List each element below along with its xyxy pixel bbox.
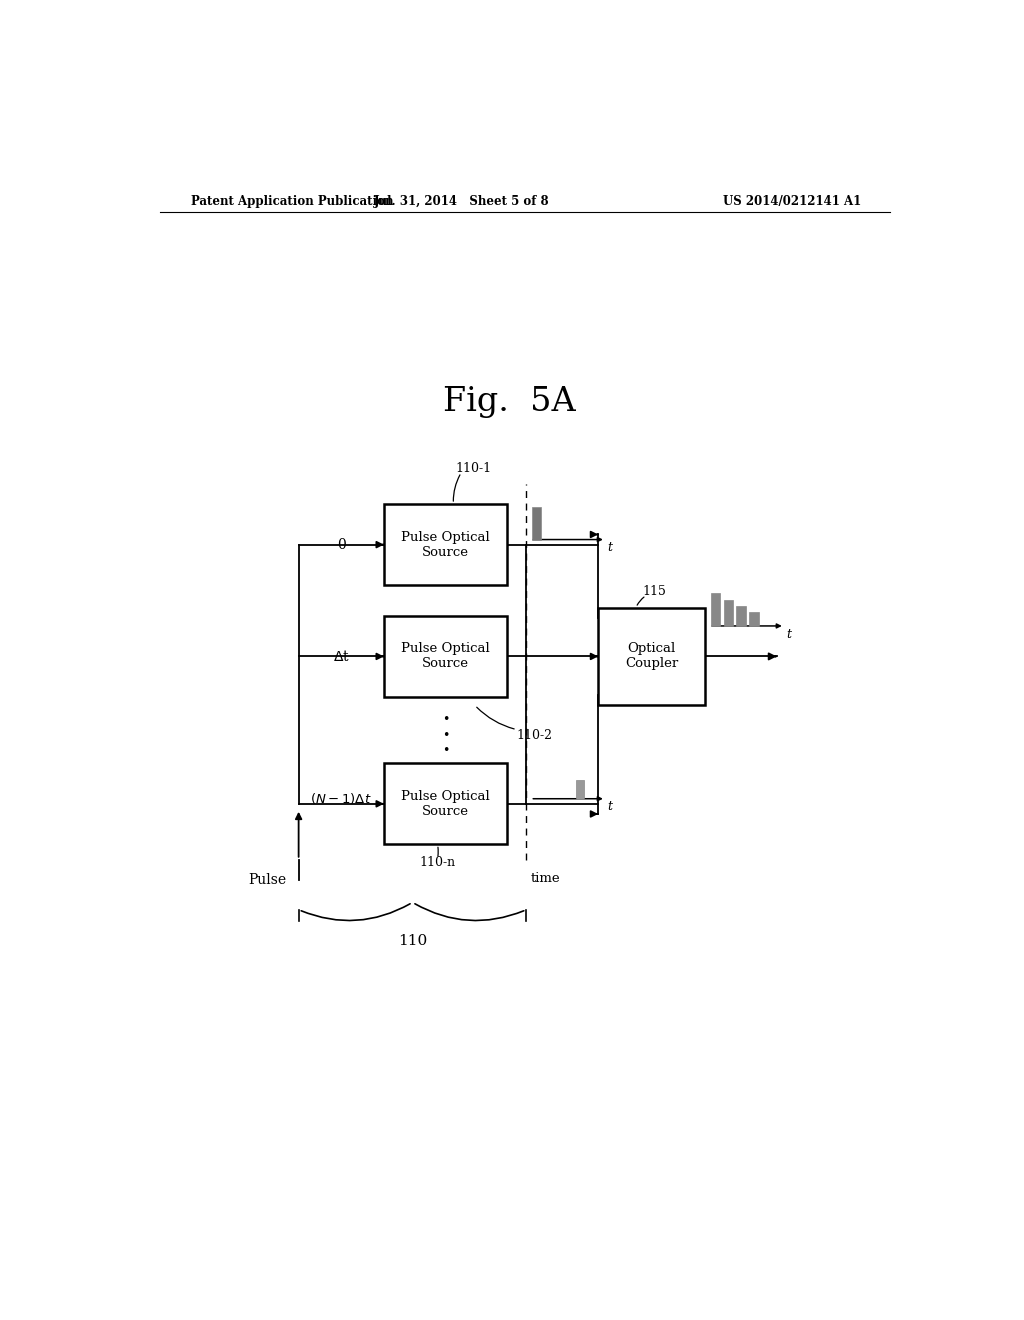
Bar: [577, 780, 585, 799]
Text: Pulse Optical
Source: Pulse Optical Source: [401, 789, 489, 818]
Text: Pulse Optical
Source: Pulse Optical Source: [401, 643, 489, 671]
Text: Optical
Coupler: Optical Coupler: [625, 643, 679, 671]
Bar: [736, 606, 745, 626]
Text: t: t: [607, 541, 612, 554]
Text: US 2014/0212141 A1: US 2014/0212141 A1: [723, 194, 861, 207]
FancyBboxPatch shape: [384, 504, 507, 585]
Text: 110-n: 110-n: [420, 857, 456, 870]
Text: •: •: [441, 744, 450, 756]
Text: 110-1: 110-1: [455, 462, 492, 475]
FancyBboxPatch shape: [598, 609, 706, 705]
FancyBboxPatch shape: [384, 615, 507, 697]
Text: Pulse Optical
Source: Pulse Optical Source: [401, 531, 489, 558]
Text: 110-2: 110-2: [517, 729, 553, 742]
Text: t: t: [786, 627, 792, 640]
Bar: [724, 599, 733, 626]
Text: Fig.  5A: Fig. 5A: [442, 387, 575, 418]
Text: Pulse: Pulse: [248, 873, 286, 887]
Text: Patent Application Publication: Patent Application Publication: [191, 194, 394, 207]
Text: 115: 115: [642, 585, 666, 598]
Bar: [749, 611, 759, 626]
Text: t: t: [607, 800, 612, 813]
Text: $(N-1)\Delta t$: $(N-1)\Delta t$: [310, 791, 372, 807]
FancyBboxPatch shape: [384, 763, 507, 845]
Bar: [531, 507, 542, 540]
Text: Jul. 31, 2014   Sheet 5 of 8: Jul. 31, 2014 Sheet 5 of 8: [374, 194, 549, 207]
Text: 110: 110: [398, 935, 427, 948]
Text: •: •: [441, 729, 450, 742]
Text: 0: 0: [337, 537, 346, 552]
Text: •: •: [441, 714, 450, 726]
Text: $\Delta$t: $\Delta$t: [333, 649, 350, 664]
Bar: [711, 594, 721, 626]
Text: time: time: [530, 871, 560, 884]
